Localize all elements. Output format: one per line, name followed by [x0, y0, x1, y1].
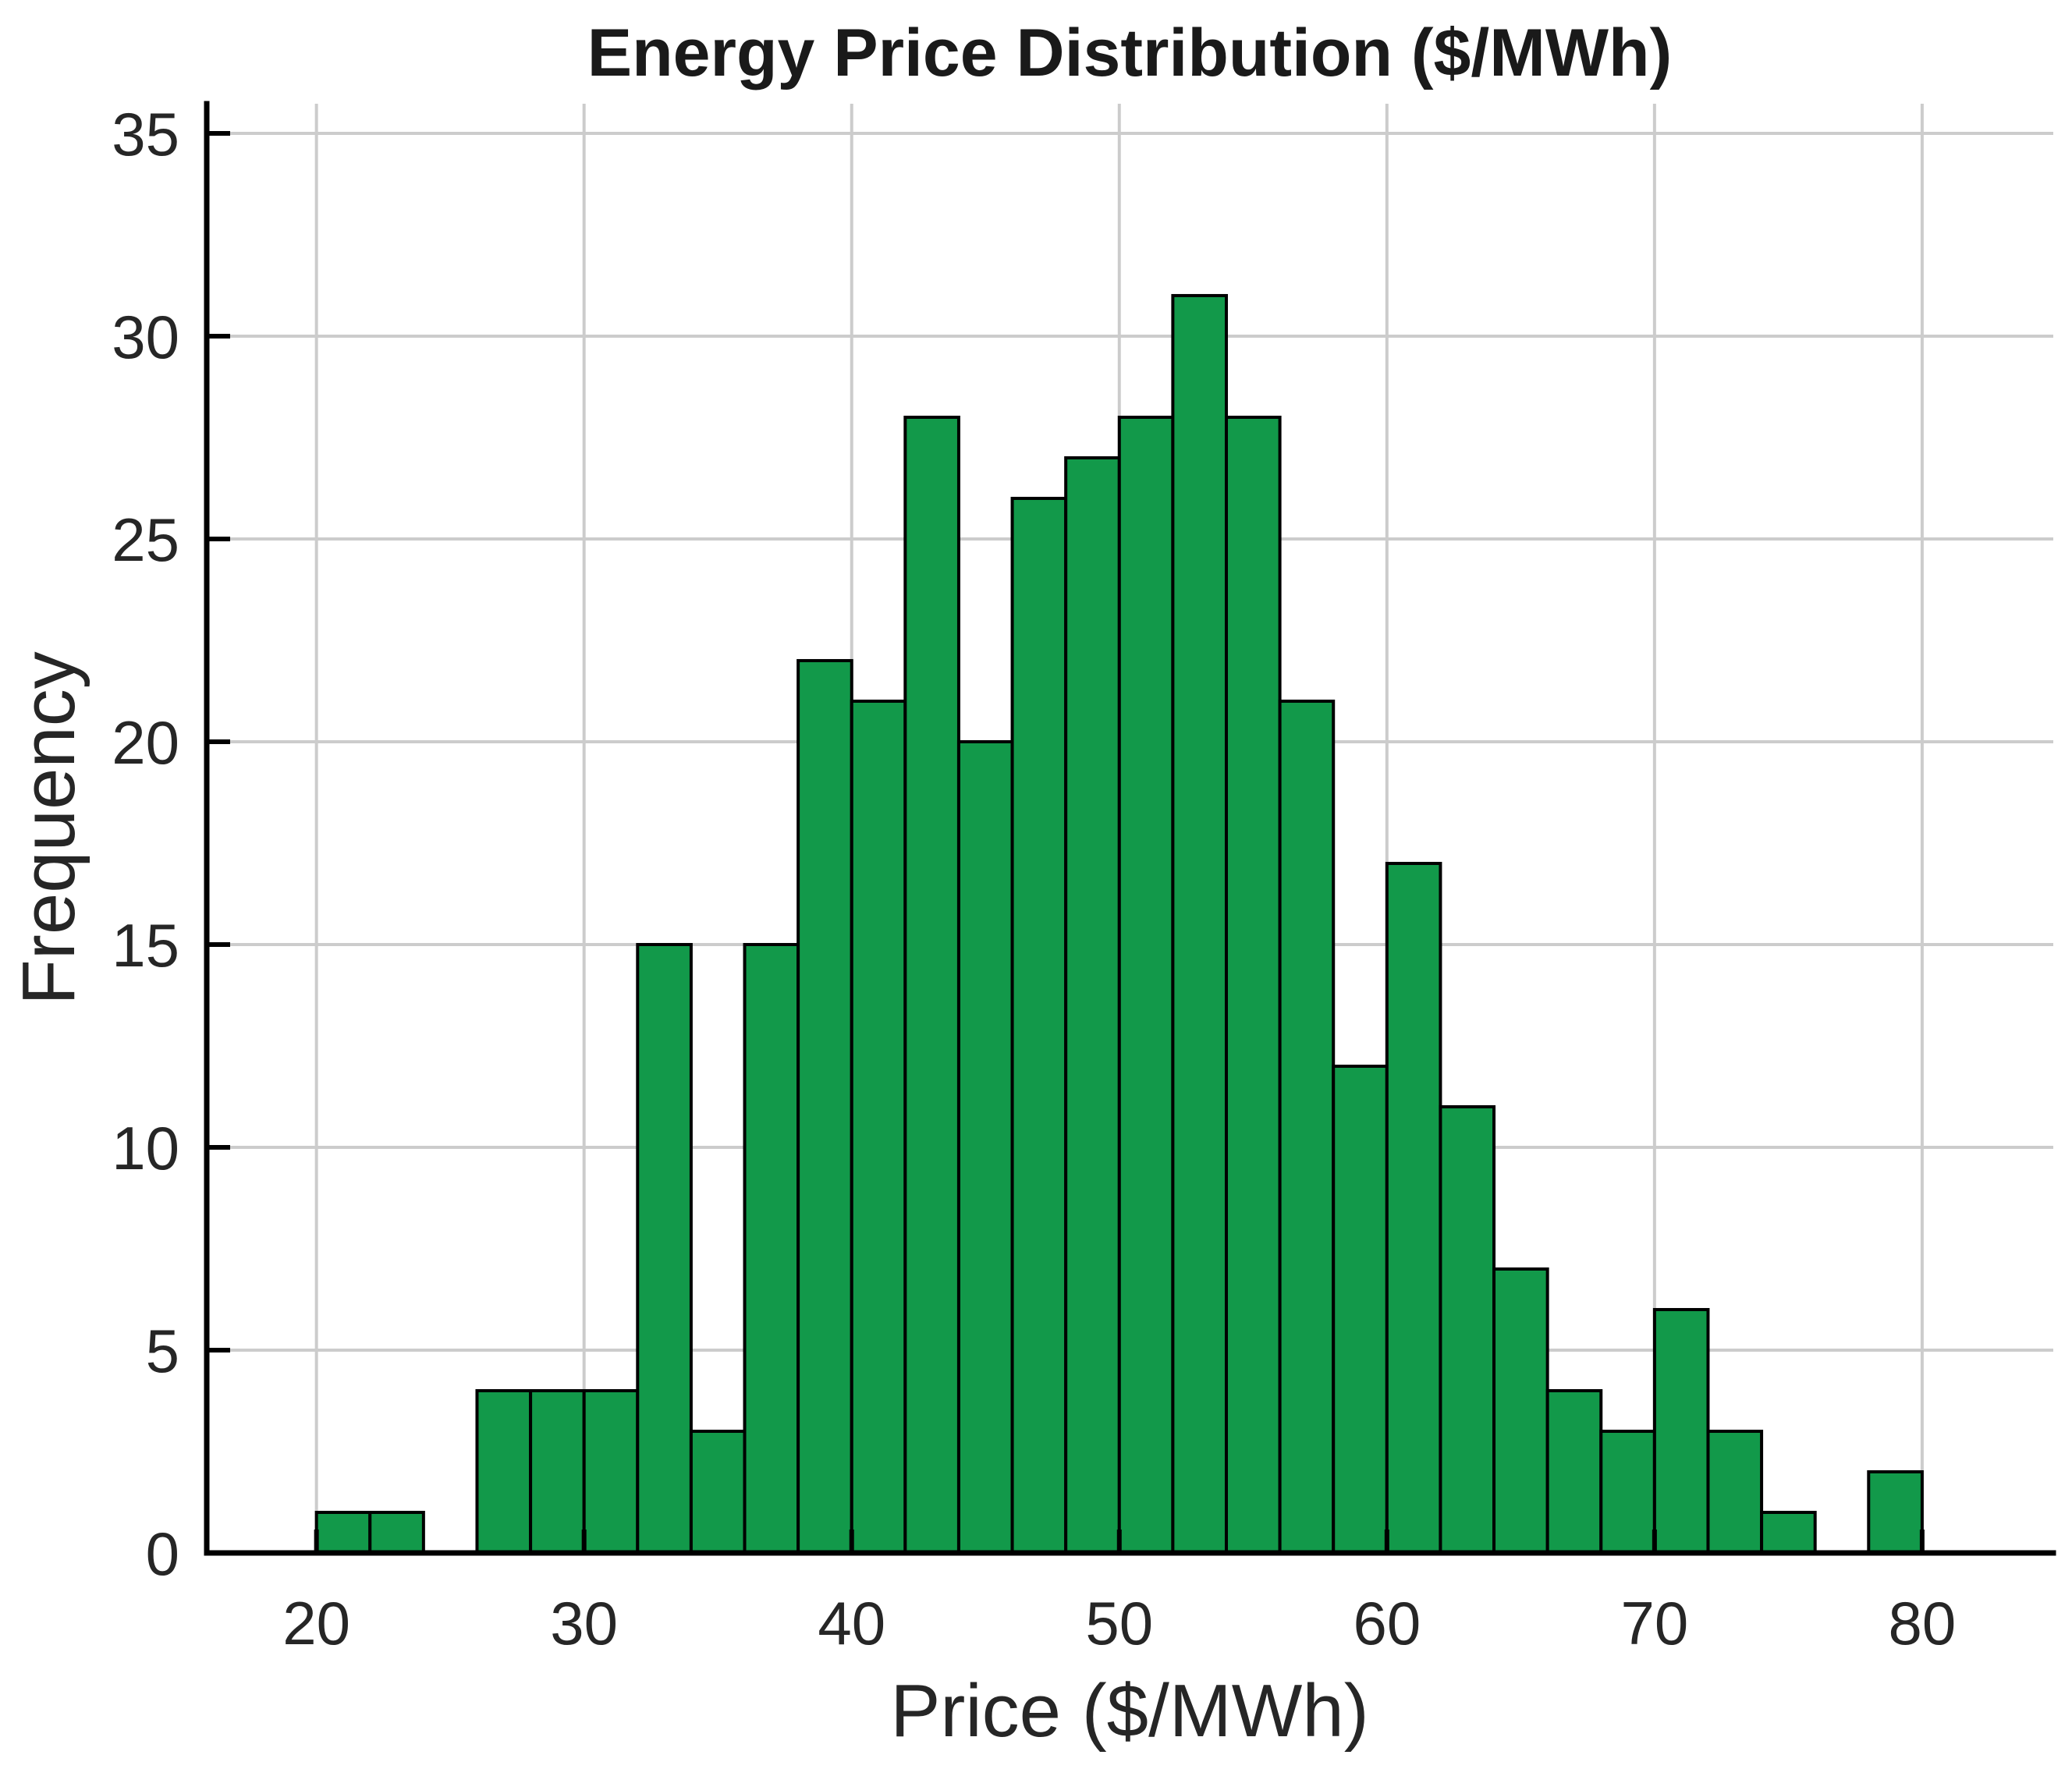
- y-tick-labels: 0 5 10 15 20 25 30 35: [112, 100, 179, 1588]
- histogram-bar: [314, 1510, 372, 1555]
- histogram-bar: [1278, 699, 1336, 1555]
- y-tick-label: 20: [112, 708, 179, 777]
- y-tick-label: 30: [112, 303, 179, 371]
- histogram-bar: [1010, 496, 1068, 1555]
- x-tick-labels: 20 30 40 50 60 70 80: [282, 1589, 1956, 1657]
- histogram-bar: [1706, 1429, 1764, 1555]
- histogram-bar: [475, 1388, 533, 1555]
- histogram-bar: [1171, 293, 1228, 1555]
- y-tick-label: 10: [112, 1114, 179, 1182]
- histogram-bar: [1652, 1307, 1710, 1555]
- x-tick-label: 50: [1085, 1589, 1153, 1657]
- histogram-bar: [1545, 1388, 1603, 1555]
- histogram-bar: [797, 658, 853, 1555]
- histogram-bar: [582, 1388, 640, 1555]
- histogram-bar: [529, 1388, 586, 1555]
- y-tick-label: 35: [112, 100, 179, 168]
- bars: [314, 293, 1924, 1555]
- histogram-bar: [903, 415, 960, 1555]
- x-tick-label: 30: [550, 1589, 618, 1657]
- y-tick-label: 5: [146, 1317, 179, 1385]
- histogram-bar: [1332, 1064, 1389, 1555]
- tick-marks: [207, 130, 1925, 1555]
- y-tick-label: 15: [112, 911, 179, 980]
- histogram-bar: [1439, 1104, 1496, 1555]
- x-axis-label: Price ($/MWh): [890, 1669, 1368, 1753]
- x-tick-label: 80: [1889, 1589, 1957, 1657]
- y-tick-label: 0: [146, 1519, 179, 1588]
- histogram-bar: [368, 1510, 425, 1555]
- histogram-bar: [1867, 1469, 1924, 1555]
- histogram-bar: [1224, 415, 1282, 1555]
- histogram-bar: [1064, 456, 1121, 1555]
- histogram-bar: [1760, 1510, 1817, 1555]
- y-tick-label: 25: [112, 505, 179, 574]
- x-tick-label: 70: [1620, 1589, 1688, 1657]
- histogram-bar: [636, 942, 693, 1555]
- histogram-bar: [1492, 1267, 1549, 1555]
- histogram-bar: [850, 699, 907, 1555]
- gridlines: [207, 104, 2053, 1553]
- histogram-bar: [743, 942, 800, 1555]
- histogram-bar: [689, 1429, 747, 1555]
- x-tick-label: 20: [282, 1589, 350, 1657]
- histogram-bar: [1117, 415, 1175, 1555]
- histogram-bar: [1599, 1429, 1656, 1555]
- axis-spine: [204, 101, 2056, 1556]
- chart-title: Energy Price Distribution ($/MWh): [587, 16, 1672, 90]
- histogram-bar: [956, 739, 1014, 1555]
- x-tick-label: 60: [1353, 1589, 1421, 1657]
- y-axis-label: Frequency: [7, 651, 90, 1005]
- axis-spines: [204, 101, 2056, 1556]
- histogram-bar: [1385, 861, 1442, 1555]
- x-tick-label: 40: [818, 1589, 885, 1657]
